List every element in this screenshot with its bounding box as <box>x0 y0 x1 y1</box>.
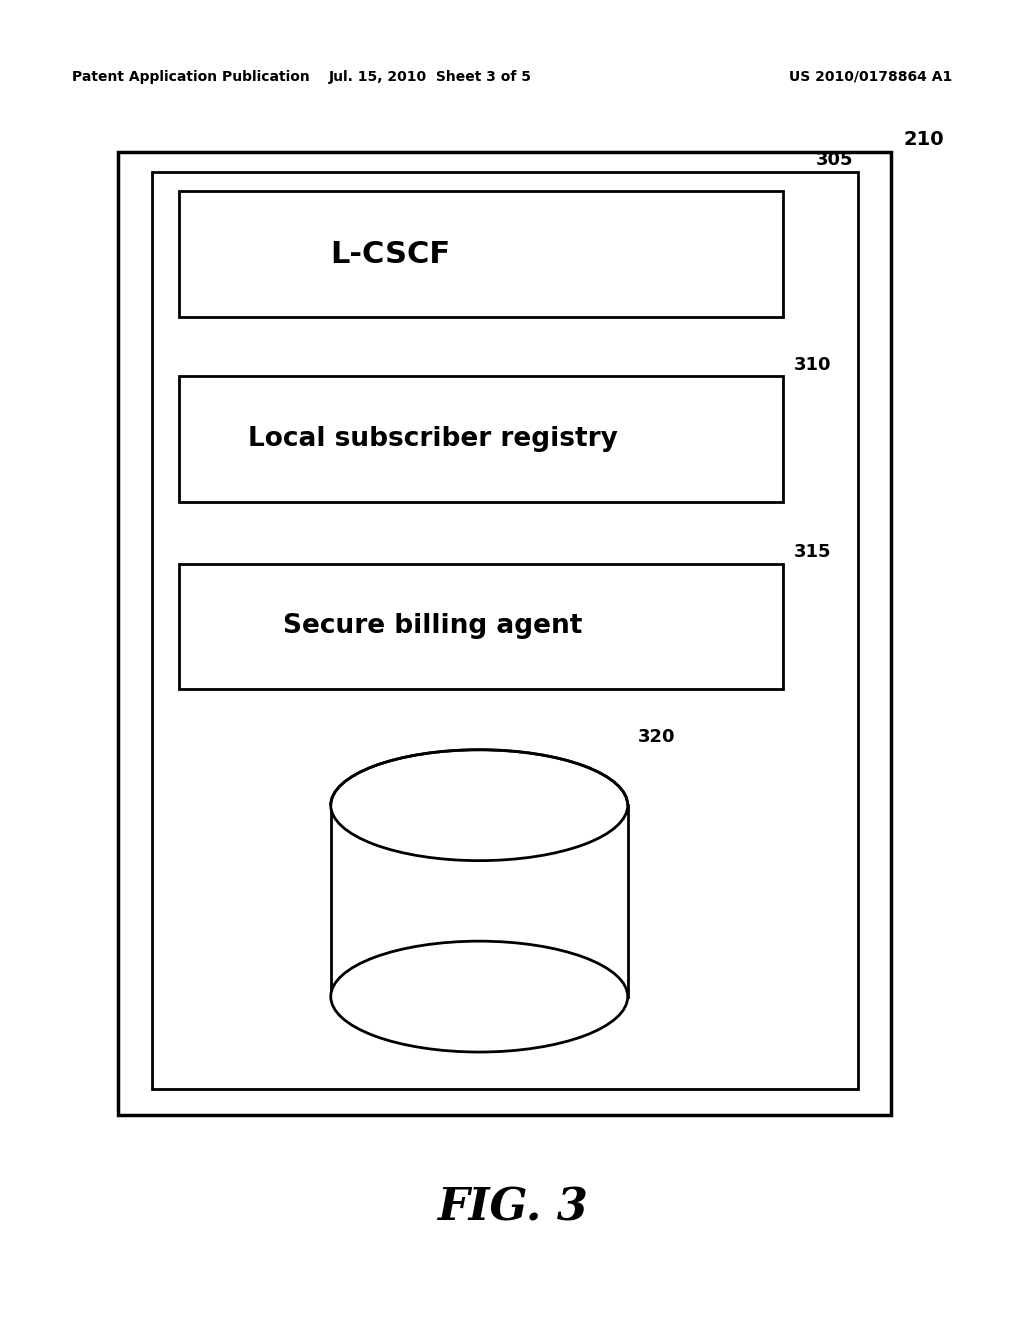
Bar <box>152 172 858 1089</box>
Bar <box>118 152 891 1115</box>
Ellipse shape <box>331 750 628 861</box>
Text: 320: 320 <box>638 727 676 746</box>
Text: 210: 210 <box>903 131 944 149</box>
Text: 315: 315 <box>794 543 831 561</box>
Text: US 2010/0178864 A1: US 2010/0178864 A1 <box>790 70 952 83</box>
Bar <box>179 376 783 502</box>
Bar <box>331 805 628 997</box>
Bar <box>179 564 783 689</box>
Ellipse shape <box>331 941 628 1052</box>
Text: Jul. 15, 2010  Sheet 3 of 5: Jul. 15, 2010 Sheet 3 of 5 <box>329 70 531 83</box>
Text: Patent Application Publication: Patent Application Publication <box>72 70 309 83</box>
Text: L-CSCF: L-CSCF <box>331 240 451 268</box>
Text: Local subscriber registry: Local subscriber registry <box>248 426 617 451</box>
Text: FIG. 3: FIG. 3 <box>436 1187 588 1229</box>
Bar <box>179 191 783 317</box>
Text: 310: 310 <box>794 355 831 374</box>
Text: Secure billing agent: Secure billing agent <box>284 614 583 639</box>
Text: 305: 305 <box>815 150 853 169</box>
Text: Data storage: Data storage <box>383 907 575 933</box>
